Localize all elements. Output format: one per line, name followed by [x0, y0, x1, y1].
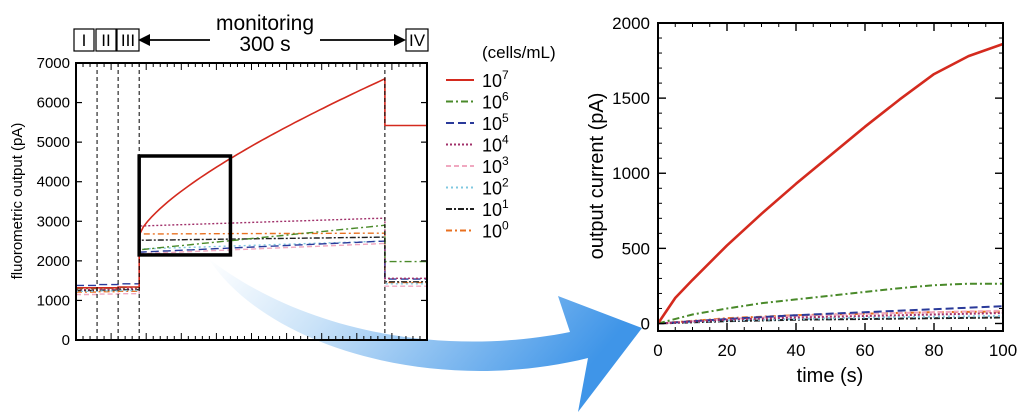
right-traces	[658, 42, 1003, 325]
right-y-tick-label: 1500	[612, 89, 650, 108]
right-x-tick-label: 0	[653, 341, 662, 360]
phase-label-III: III	[116, 28, 140, 52]
legend-entry-10^4: 104	[446, 133, 509, 156]
phase-label-box	[95, 28, 117, 52]
phase-label-I: I	[73, 28, 95, 52]
phase-label-text: III	[121, 31, 135, 50]
legend-label: 105	[482, 111, 509, 134]
left-series-line-10^7	[76, 77, 427, 289]
right-series-line-10^7	[658, 42, 1003, 325]
right-y-tick-label: 1000	[612, 164, 650, 183]
left-y-tick-label: 2000	[37, 253, 70, 270]
right-x-tick-label: 60	[856, 341, 875, 360]
right-series-line-10^1	[658, 316, 1003, 325]
legend-label: 100	[482, 219, 509, 242]
legend-entry-10^7: 107	[446, 68, 509, 91]
left-y-tick-label: 1000	[37, 292, 70, 309]
left-y-axis-label: fluorometric output (pA)	[9, 123, 26, 280]
left-series-line-10^3	[76, 242, 427, 296]
left-series-line-10^2	[76, 240, 427, 292]
right-y-tick-label: 0	[641, 314, 650, 333]
legend-title: (cells/mL)	[482, 43, 556, 62]
left-y-tick-label: 3000	[37, 213, 70, 230]
left-series-line-10^1	[76, 236, 427, 292]
legend-label: 101	[482, 197, 509, 220]
phase-label-IV: IV	[405, 28, 429, 52]
left-y-axis: 0 1000 2000 3000 4000 5000 6000 7000	[37, 55, 427, 349]
phase-label-II: II	[95, 28, 117, 52]
left-x-ticks	[82, 63, 421, 340]
right-x-tick-label: 100	[989, 341, 1017, 360]
legend-entry-10^1: 101	[446, 197, 509, 220]
right-series-line-10^6	[658, 282, 1003, 325]
left-series-line-10^0	[76, 232, 427, 293]
right-series-line-10^5	[658, 305, 1003, 325]
right-y-tick-label: 2000	[612, 14, 650, 33]
legend-label: 102	[482, 176, 509, 199]
right-x-tick-label: 80	[925, 341, 944, 360]
right-x-tick-label: 20	[718, 341, 737, 360]
right-y-axis: 0 500 1000 1500 2000	[612, 14, 1003, 333]
monitoring-label: monitoring	[216, 12, 314, 35]
legend-entry-10^2: 102	[446, 176, 509, 199]
phase-label-box	[73, 28, 95, 52]
phase-label-text: IV	[409, 31, 426, 50]
phase-label-text: I	[82, 31, 87, 50]
inset-region-box	[137, 154, 233, 257]
legend-entry-10^5: 105	[446, 111, 509, 134]
left-y-tick-label: 6000	[37, 95, 70, 112]
monitoring-duration-label: 300 s	[239, 33, 290, 56]
legend-label: 106	[482, 90, 509, 113]
legend-label: 104	[482, 133, 509, 156]
right-panel: 0 500 1000 1500 2000 0 20 40 60 80 100 output cur…	[586, 14, 1017, 387]
phase-label-text: II	[101, 31, 110, 50]
legend-label: 103	[482, 154, 509, 177]
right-x-axis-label: time (s)	[797, 365, 864, 387]
monitoring-annotation: monitoring 300 s	[138, 12, 406, 56]
zoom-transition-arrow	[208, 258, 642, 412]
right-y-tick-label: 500	[622, 239, 650, 258]
legend-entry-10^3: 103	[446, 154, 509, 177]
monitoring-arrow-right-head	[394, 34, 406, 46]
left-panel: 0 1000 2000 3000 4000 5000 6000 7000 fluorometr…	[9, 12, 429, 349]
legend-entry-10^6: 106	[446, 90, 509, 113]
right-x-tick-label: 40	[787, 341, 806, 360]
legend-label: 107	[482, 68, 509, 91]
right-series-line-10^4	[658, 312, 1003, 325]
left-series-line-10^4	[76, 217, 427, 291]
left-plot-area: 0 1000 2000 3000 4000 5000 6000 7000	[37, 55, 428, 349]
left-series-line-10^6	[76, 224, 427, 290]
left-y-tick-label: 4000	[37, 174, 70, 191]
left-y-tick-label: 7000	[37, 55, 70, 72]
left-y-tick-label: 0	[62, 332, 70, 349]
legend-entry-10^0: 100	[446, 219, 509, 242]
left-traces	[76, 77, 427, 296]
right-y-axis-label: output current (pA)	[586, 93, 608, 260]
left-y-tick-label: 5000	[37, 134, 70, 151]
monitoring-arrow-left-head	[138, 34, 150, 46]
left-series-line-10^5	[76, 240, 427, 287]
right-x-axis: 0 20 40 60 80 100	[653, 23, 1017, 360]
